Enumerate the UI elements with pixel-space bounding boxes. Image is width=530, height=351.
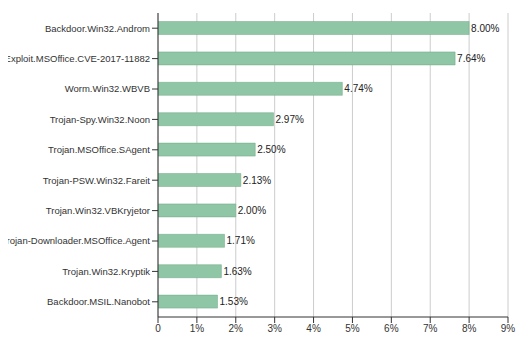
svg-text:1.63%: 1.63% — [223, 266, 251, 277]
svg-text:8.00%: 8.00% — [471, 23, 499, 34]
svg-text:9%: 9% — [501, 323, 516, 334]
svg-text:2.97%: 2.97% — [276, 114, 304, 125]
svg-text:2%: 2% — [229, 323, 244, 334]
svg-text:2.13%: 2.13% — [243, 175, 271, 186]
svg-text:8%: 8% — [462, 323, 477, 334]
svg-text:5%: 5% — [345, 323, 360, 334]
svg-text:Trojan.Win32.Kryptik: Trojan.Win32.Kryptik — [62, 266, 150, 277]
svg-text:Backdoor.MSIL.Nanobot: Backdoor.MSIL.Nanobot — [47, 296, 150, 307]
svg-text:1.53%: 1.53% — [220, 296, 248, 307]
svg-text:4.74%: 4.74% — [344, 83, 372, 94]
svg-text:Trojan.MSOffice.SAgent: Trojan.MSOffice.SAgent — [48, 144, 150, 155]
svg-text:6%: 6% — [384, 323, 399, 334]
svg-text:4%: 4% — [306, 323, 321, 334]
svg-text:Worm.Win32.WBVB: Worm.Win32.WBVB — [65, 83, 150, 94]
svg-text:Backdoor.Win32.Androm: Backdoor.Win32.Androm — [45, 23, 150, 34]
svg-text:Trojan-PSW.Win32.Fareit: Trojan-PSW.Win32.Fareit — [43, 175, 151, 186]
svg-text:Exploit.MSOffice.CVE-2017-1188: Exploit.MSOffice.CVE-2017-11882 — [8, 53, 150, 64]
svg-text:2.50%: 2.50% — [257, 144, 285, 155]
svg-text:1.71%: 1.71% — [227, 235, 255, 246]
svg-text:2.00%: 2.00% — [238, 205, 266, 216]
svg-text:0: 0 — [155, 323, 161, 334]
svg-text:Trojan-Spy.Win32.Noon: Trojan-Spy.Win32.Noon — [50, 114, 150, 125]
svg-text:7%: 7% — [423, 323, 438, 334]
svg-text:1%: 1% — [190, 323, 205, 334]
svg-text:Trojan-Downloader.MSOffice.Age: Trojan-Downloader.MSOffice.Agent — [8, 235, 150, 246]
svg-text:7.64%: 7.64% — [457, 53, 485, 64]
svg-text:3%: 3% — [267, 323, 282, 334]
svg-text:Trojan.Win32.VBKryjetor: Trojan.Win32.VBKryjetor — [46, 205, 150, 216]
